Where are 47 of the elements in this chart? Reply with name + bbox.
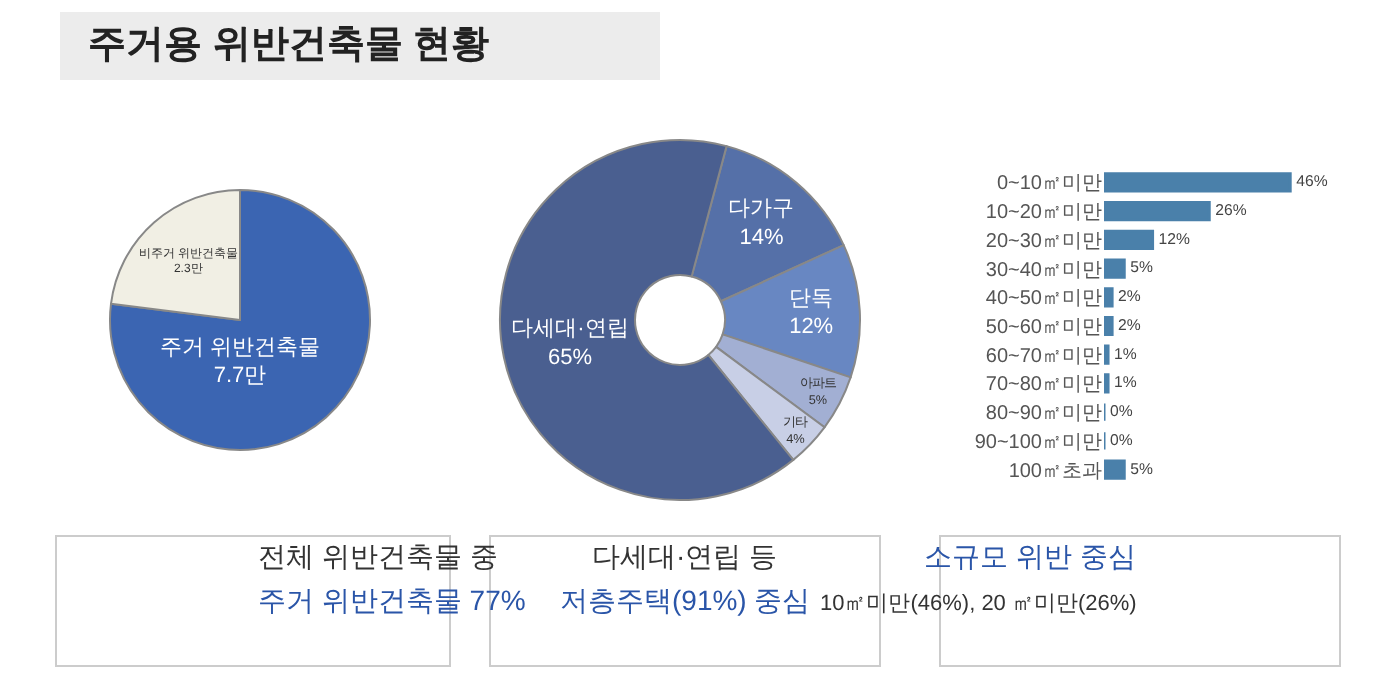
data-label: 2% <box>1118 315 1141 334</box>
bar <box>1104 258 1126 279</box>
y-tick-label: 20~30㎡미만 <box>985 230 1102 253</box>
y-tick-label: 60~70㎡미만 <box>985 345 1102 368</box>
text: 소규모 위반 중심 <box>924 540 1136 572</box>
y-tick-label: 50~60㎡미만 <box>985 317 1102 339</box>
pie-slice <box>109 189 371 451</box>
data-label: 0% <box>1110 402 1133 421</box>
text: 저층주택(91%) 중심 <box>560 584 811 616</box>
data-label: 5% <box>1130 258 1153 277</box>
data-label: 12% <box>789 315 834 340</box>
chart-title: 주거용 위반건축물 현황 <box>88 24 490 66</box>
data-label: 26% <box>1215 201 1247 219</box>
data-label: 1% <box>1114 344 1137 363</box>
text: 주거 위반건축물 77% <box>258 584 526 616</box>
bar <box>1104 229 1155 250</box>
text: 다세대·연립 등 <box>592 540 778 572</box>
bar <box>1104 344 1110 365</box>
y-tick-label: 10~20㎡미만 <box>985 202 1102 225</box>
bar <box>1104 459 1126 480</box>
y-tick-label: 90~100㎡미만 <box>974 431 1102 454</box>
text: 10㎡미만(46%), 20 ㎡미만(26%) <box>820 592 1137 616</box>
y-tick-label: 80~90㎡미만 <box>985 403 1102 426</box>
y-tick-label: 70~80㎡미만 <box>985 374 1102 397</box>
y-tick-label: 0~10㎡미만 <box>996 173 1102 196</box>
y-tick-label: 100㎡초과 <box>1008 460 1102 483</box>
slice-label: 다세대·연립 <box>511 317 629 342</box>
bar <box>1104 287 1114 308</box>
bar <box>1104 200 1211 222</box>
data-label: 65% <box>547 345 593 370</box>
text: 전체 위반건축물 중 <box>258 540 498 572</box>
data-label: 14% <box>739 225 784 250</box>
data-label: 5% <box>1130 459 1153 478</box>
slice-label: 단독 <box>789 286 834 311</box>
data-label: 46% <box>1296 172 1328 191</box>
bar <box>1104 373 1110 394</box>
y-tick-label: 30~40㎡미만 <box>985 259 1102 282</box>
data-label: 0% <box>1110 430 1133 449</box>
data-label: 7.7만 <box>213 364 267 389</box>
data-label: 12% <box>1158 229 1191 248</box>
slice-label: 주거 위반건축물 <box>159 335 321 360</box>
bar <box>1104 172 1292 193</box>
y-tick-label: 40~50㎡미만 <box>985 288 1102 311</box>
slice-label: 다가구 <box>728 197 795 222</box>
bar <box>1104 315 1114 337</box>
data-label: 1% <box>1114 373 1137 392</box>
data-label: 2% <box>1118 287 1141 306</box>
